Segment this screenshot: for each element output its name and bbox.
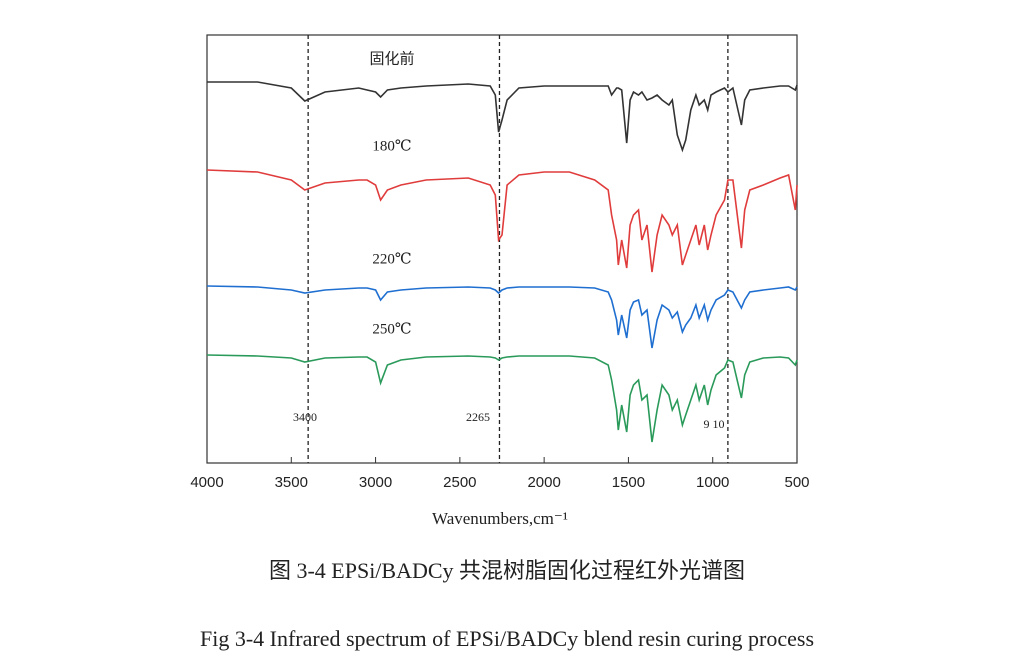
x-tick-label: 500 — [784, 474, 809, 491]
series-label: 180℃ — [372, 138, 411, 154]
x-tick-label: 2000 — [527, 474, 560, 491]
spectrum-line — [206, 354, 798, 443]
x-tick-label: 3000 — [359, 474, 392, 491]
caption-cn: 图 3-4 EPSi/BADCy 共混树脂固化过程红外光谱图 — [269, 558, 745, 583]
series-label: 固化前 — [369, 50, 414, 67]
marker-label: 3400 — [293, 410, 317, 424]
x-tick-label: 3500 — [275, 474, 308, 491]
plot-frame — [206, 34, 798, 464]
x-tick-label: 1000 — [696, 474, 729, 491]
series-label: 220℃ — [372, 251, 411, 267]
x-axis-label: Wavenumbers,cm⁻¹ — [432, 509, 568, 528]
marker-label: 9 10 — [704, 417, 725, 431]
x-tick-label: 1500 — [612, 474, 645, 491]
spectrum-line — [206, 169, 798, 273]
x-tick-label: 2500 — [443, 474, 476, 491]
spectrum-line — [207, 81, 798, 153]
marker-label: 2265 — [466, 410, 490, 424]
spectrum-line — [206, 285, 798, 349]
series-label: 250℃ — [372, 321, 411, 337]
x-tick-label: 4000 — [190, 474, 223, 491]
caption-en: Fig 3-4 Infrared spectrum of EPSi/BADCy … — [200, 626, 814, 651]
